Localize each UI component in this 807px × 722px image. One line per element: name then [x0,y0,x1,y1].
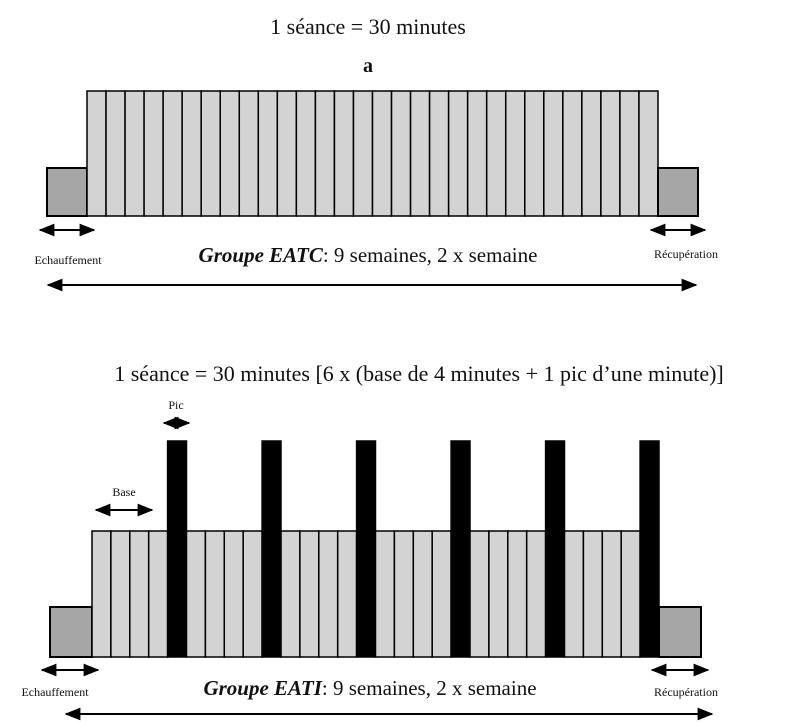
panel-b: 1 séance = 30 minutes [6 x (base de 4 mi… [21,361,724,721]
panel-a-minute-block [333,90,355,217]
panel-a-minute-block [371,90,393,217]
panel-b-peak-block [450,440,471,658]
panel-b-base-label: Base [112,485,135,499]
panel-a-minute-block [200,90,221,217]
panel-a-minute-block [428,90,450,217]
panel-a-minute-block [543,90,564,217]
panel-b-base-block [91,530,112,658]
panel-a-minute-block [143,90,164,217]
panel-a-minute-block [295,90,317,217]
panel-a-minute-block [638,90,659,217]
panel-b-base-block [412,530,433,658]
panel-a-minute-block [600,90,621,217]
panel-a-minute-block [562,90,583,217]
panel-a-minute-block [581,90,602,217]
panel-b-base-block [204,530,226,658]
panel-a-minute-block [162,90,183,217]
panel-b-base-block [242,530,263,658]
panel-b-peak-block [639,440,660,658]
panel-b-peak-block [261,440,282,658]
panel-a-minute-block [504,90,526,217]
panel-a-minute-block [447,90,469,217]
panel-a-group-name: Groupe EATC [199,243,324,267]
panel-a-minute-block [619,90,640,217]
panel-a-minute-block [352,90,374,217]
panel-a-minute-block [257,90,279,217]
panel-a-group-caption: Groupe EATC: 9 semaines, 2 x semaine [199,243,538,267]
panel-a-minute-block [485,90,507,217]
panel-b-warmup-label: Echauffement [21,685,89,699]
panel-a: 1 séance = 30 minutes a Echauffement Gro… [34,14,718,292]
panel-b-base-block [563,530,585,658]
panel-b-base-block [620,530,641,658]
panel-b-session-text: 1 séance = 30 minutes [6 x (base de 4 mi… [114,361,724,386]
panel-a-minute-block [390,90,412,217]
panel-a-minute-block [314,90,336,217]
panel-b-base-block [299,530,320,658]
panel-a-warmup-block [46,167,88,217]
panel-b-base-block [393,530,415,658]
panel-a-minute-block [219,90,241,217]
panel-a-minute-block [409,90,431,217]
panel-b-base-block [280,530,301,658]
panel-b-base-block [374,530,396,658]
panel-b-peak-block [166,440,188,658]
panel-a-recovery-label: Récupération [654,247,718,261]
panel-a-minute-block [276,90,298,217]
panel-a-minute-block [181,90,202,217]
panel-b-peak-label: Pic [168,398,183,412]
panel-a-warmup-label: Echauffement [34,253,102,267]
panel-b-base-block [488,530,509,658]
panel-b-base-block [318,530,339,658]
panel-a-session-blocks [86,90,659,217]
panel-b-base-block [431,530,452,658]
panel-b-recovery-label: Récupération [654,685,718,699]
panel-b-base-block [223,530,244,658]
panel-b-peak-block [355,440,377,658]
panel-b-base-block [601,530,622,658]
panel-b-base-block [507,530,528,658]
panel-b-group-details: : 9 semaines, 2 x semaine [322,676,537,700]
panel-a-minute-block [238,90,260,217]
panel-a-session-text: 1 séance = 30 minutes [270,14,466,39]
panel-b-base-block [336,530,358,658]
panel-b-warmup-block [49,606,93,658]
panel-b-base-block [582,530,604,658]
panel-a-label: a [363,55,373,77]
panel-b-group-caption: Groupe EATI: 9 semaines, 2 x semaine [203,676,536,700]
panel-b-group-name: Groupe EATI [203,676,322,700]
panel-a-minute-block [105,90,126,217]
panel-a-minute-block [124,90,145,217]
panel-b-base-block [110,530,131,658]
panel-b-peak-block [544,440,566,658]
panel-a-minute-block [524,90,545,217]
panel-b-base-block [185,530,207,658]
panel-b-base-block [469,530,490,658]
panel-b-session-blocks [91,440,660,658]
panel-b-base-block [147,530,169,658]
panel-b-base-block [129,530,150,658]
panel-a-minute-block [466,90,488,217]
panel-a-recovery-block [657,167,699,217]
panel-a-group-details: : 9 semaines, 2 x semaine [323,243,538,267]
panel-b-recovery-block [658,606,702,658]
panel-a-minute-block [86,90,107,217]
panel-b-base-block [525,530,547,658]
